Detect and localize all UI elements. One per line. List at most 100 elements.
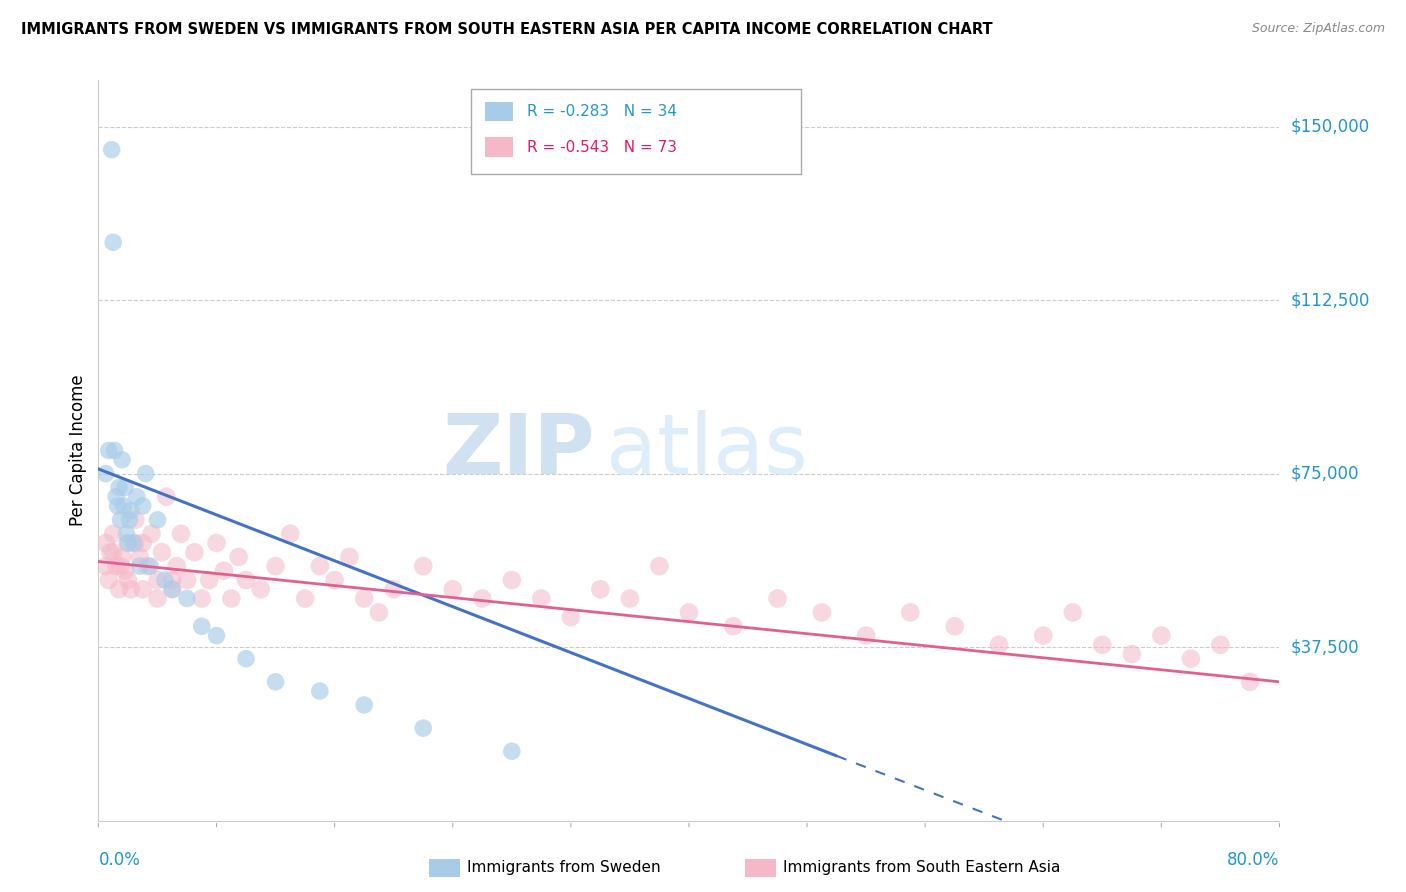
Point xyxy=(153,573,176,587)
Point xyxy=(294,591,316,606)
Text: 80.0%: 80.0% xyxy=(1227,851,1279,869)
Point xyxy=(124,513,146,527)
Point xyxy=(155,490,177,504)
Point xyxy=(1209,638,1232,652)
Point xyxy=(117,536,139,550)
Point xyxy=(228,549,250,564)
Point xyxy=(110,559,132,574)
Point xyxy=(723,619,745,633)
Text: IMMIGRANTS FROM SWEDEN VS IMMIGRANTS FROM SOUTH EASTERN ASIA PER CAPITA INCOME C: IMMIGRANTS FROM SWEDEN VS IMMIGRANTS FRO… xyxy=(21,22,993,37)
Point xyxy=(141,526,163,541)
Point xyxy=(412,559,434,574)
Point xyxy=(100,143,122,157)
Point xyxy=(132,582,155,597)
Point xyxy=(309,684,332,698)
Point xyxy=(810,606,832,620)
Point xyxy=(111,549,134,564)
Point xyxy=(988,638,1011,652)
Point xyxy=(94,467,117,481)
Point xyxy=(678,606,700,620)
Point xyxy=(97,573,120,587)
Point xyxy=(108,582,131,597)
Point xyxy=(166,559,188,574)
Point xyxy=(97,443,120,458)
Point xyxy=(412,721,434,735)
Point xyxy=(170,526,193,541)
Point xyxy=(108,480,131,494)
Point xyxy=(117,536,139,550)
Point xyxy=(353,591,375,606)
Point xyxy=(122,536,145,550)
Point xyxy=(146,513,169,527)
Point xyxy=(176,591,198,606)
Point xyxy=(264,559,287,574)
Point xyxy=(120,582,142,597)
Text: R = -0.543   N = 73: R = -0.543 N = 73 xyxy=(527,140,678,154)
Point xyxy=(339,549,361,564)
Point xyxy=(235,573,257,587)
Point xyxy=(104,443,127,458)
Point xyxy=(501,573,523,587)
Point xyxy=(118,513,141,527)
Point xyxy=(250,582,273,597)
Point xyxy=(264,674,287,689)
Point xyxy=(1150,628,1173,642)
Point xyxy=(146,591,169,606)
Text: $112,500: $112,500 xyxy=(1291,291,1369,309)
Point xyxy=(1032,628,1054,642)
Point xyxy=(619,591,641,606)
Point xyxy=(128,559,150,574)
Text: $37,500: $37,500 xyxy=(1291,638,1360,657)
Point xyxy=(280,526,302,541)
Point xyxy=(132,536,155,550)
Point xyxy=(766,591,789,606)
Point xyxy=(105,490,128,504)
Point xyxy=(441,582,464,597)
Point xyxy=(162,573,183,587)
Point xyxy=(471,591,494,606)
Point xyxy=(323,573,346,587)
Point xyxy=(198,573,221,587)
Point xyxy=(501,744,523,758)
Point xyxy=(120,503,142,517)
Point xyxy=(648,559,671,574)
Point xyxy=(114,564,136,578)
Point xyxy=(191,619,214,633)
Point xyxy=(103,235,125,250)
Point xyxy=(110,513,132,527)
Point xyxy=(103,545,125,559)
Point xyxy=(212,564,235,578)
Point xyxy=(135,467,157,481)
Point xyxy=(136,559,159,574)
Point xyxy=(1091,638,1114,652)
Point xyxy=(162,582,183,597)
Point xyxy=(1062,606,1084,620)
Point xyxy=(221,591,243,606)
Point xyxy=(111,452,134,467)
Point xyxy=(162,582,183,597)
Point xyxy=(589,582,612,597)
Point xyxy=(368,606,391,620)
Point xyxy=(132,499,155,513)
Point xyxy=(128,549,150,564)
Point xyxy=(1121,647,1143,661)
Point xyxy=(125,490,148,504)
Point xyxy=(205,536,228,550)
Point xyxy=(1239,674,1261,689)
Point xyxy=(235,651,257,665)
Point xyxy=(530,591,553,606)
Point xyxy=(105,559,128,574)
Point xyxy=(176,573,198,587)
Text: ZIP: ZIP xyxy=(441,410,595,491)
Point xyxy=(183,545,205,559)
Point xyxy=(943,619,966,633)
Point xyxy=(1180,651,1202,665)
Point xyxy=(900,606,922,620)
Point xyxy=(103,526,125,541)
Point xyxy=(560,610,582,624)
Text: 0.0%: 0.0% xyxy=(98,851,141,869)
Point xyxy=(855,628,877,642)
Text: $75,000: $75,000 xyxy=(1291,465,1360,483)
Text: atlas: atlas xyxy=(606,410,808,491)
Point xyxy=(191,591,214,606)
